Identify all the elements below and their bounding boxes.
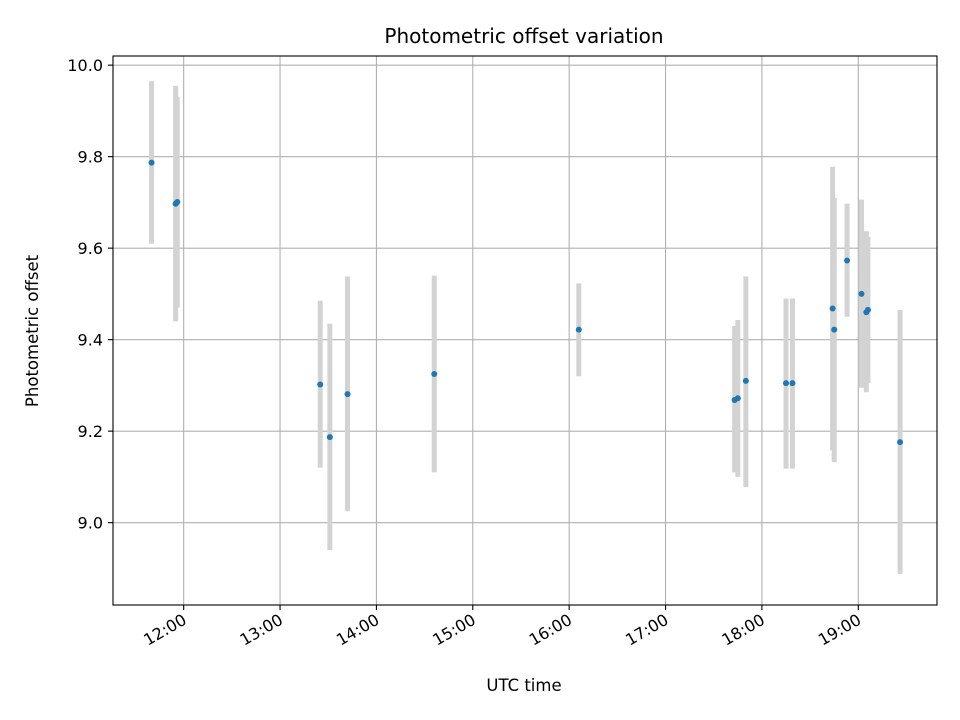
y-tick-label: 10.0 (67, 56, 103, 75)
data-point (431, 370, 438, 377)
data-point (148, 159, 155, 166)
x-axis-label: UTC time (486, 676, 561, 695)
data-point (831, 326, 838, 333)
y-tick-label: 9.0 (78, 514, 103, 533)
y-tick-label: 9.6 (78, 239, 103, 258)
data-point (829, 305, 836, 312)
data-point (734, 395, 741, 402)
grid (113, 56, 937, 605)
y-tick-label: 9.4 (78, 331, 103, 350)
y-axis-label: Photometric offset (23, 254, 42, 407)
data-point (844, 257, 851, 264)
y-tick-label: 9.2 (78, 422, 103, 441)
data-point (326, 434, 333, 441)
plot-frame (112, 55, 938, 606)
data-point (783, 380, 790, 387)
data-point (174, 198, 181, 205)
data-points (148, 159, 904, 446)
data-point (897, 439, 904, 446)
data-point (317, 381, 324, 388)
data-point (858, 290, 865, 297)
data-point (864, 306, 871, 313)
data-point (344, 391, 351, 398)
chart-title: Photometric offset variation (384, 24, 663, 48)
data-point (789, 380, 796, 387)
data-point (575, 326, 582, 333)
y-tick-label: 9.8 (78, 148, 103, 167)
data-point (742, 377, 749, 384)
